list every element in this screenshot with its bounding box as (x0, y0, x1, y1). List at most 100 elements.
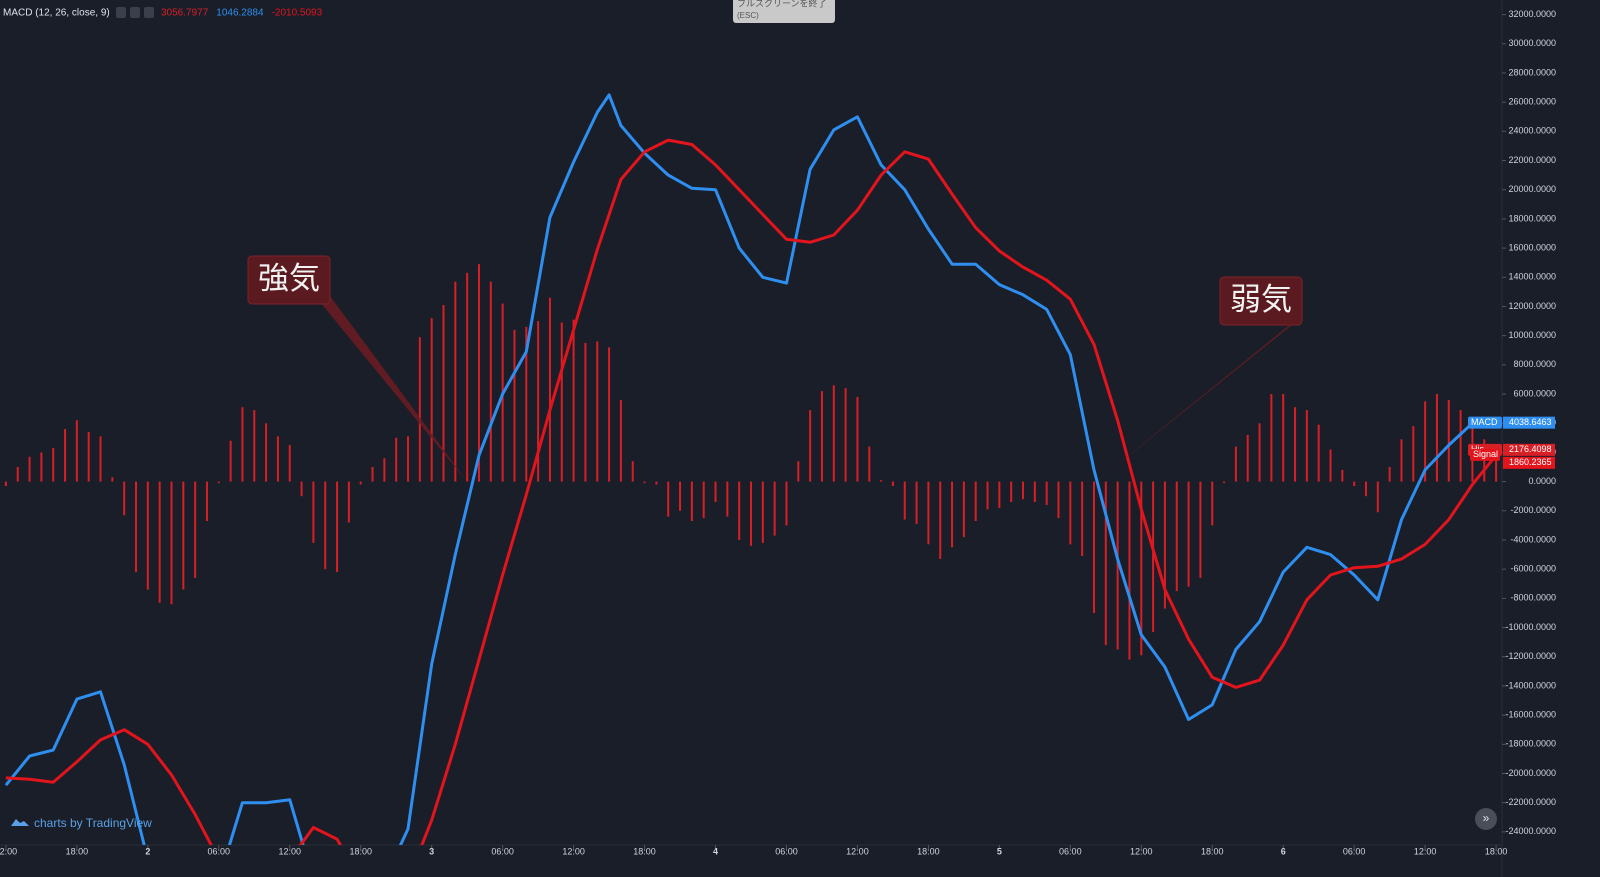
y-tick-label: -4000.0000 (1510, 534, 1556, 544)
histogram-bar (572, 319, 575, 482)
histogram-bar (300, 481, 303, 497)
y-tick-label: -12000.0000 (1505, 651, 1556, 661)
histogram-bar (1329, 449, 1332, 482)
x-tick-label: 06:00 (1343, 846, 1366, 856)
histogram-bar (276, 436, 279, 482)
histogram-bar (927, 481, 930, 545)
y-tick-label: 22000.0000 (1508, 155, 1556, 165)
x-tick-label: 18:00 (1201, 846, 1224, 856)
price-tag (1503, 443, 1555, 456)
histogram-bar (891, 481, 894, 486)
histogram-bar (1022, 481, 1025, 500)
histogram-bar (1412, 426, 1415, 482)
y-tick-label: 10000.0000 (1508, 330, 1556, 340)
histogram-bar (1400, 439, 1403, 482)
price-tag (1503, 456, 1555, 469)
histogram-bar (679, 481, 682, 511)
histogram-bar (844, 388, 847, 482)
y-tick-label: 16000.0000 (1508, 242, 1556, 252)
histogram-bar (4, 481, 7, 486)
histogram-bar (726, 481, 729, 517)
histogram-bar (1495, 449, 1498, 482)
histogram-bar (1353, 481, 1356, 486)
histogram-bar (974, 481, 977, 522)
histogram-bar (430, 318, 433, 482)
x-tick-label: 12:00 (1414, 846, 1437, 856)
histogram-bar (1116, 481, 1119, 650)
histogram-bar (1459, 410, 1462, 482)
price-tag-value: 4038.6463 (1509, 417, 1552, 427)
fullscreen-tip-text: フルスクリーンを終了 (737, 0, 827, 8)
x-tick-label: 06:00 (775, 846, 798, 856)
histogram-bar (560, 322, 563, 482)
icon-button[interactable] (116, 7, 126, 18)
series-tag (1468, 416, 1502, 429)
fullscreen-tip[interactable] (733, 0, 835, 23)
legend-value: 1046.2884 (216, 8, 264, 19)
watermark[interactable]: charts by TradingView (34, 816, 152, 830)
icon-button[interactable] (144, 7, 154, 18)
histogram-bar (324, 481, 327, 570)
logo (11, 819, 29, 826)
histogram-bar (608, 347, 611, 482)
histogram-bar (265, 423, 268, 482)
histogram-bar (690, 481, 693, 522)
legend-value: -2010.5093 (272, 8, 323, 19)
histogram-bar (1234, 446, 1237, 482)
histogram-bar (336, 481, 339, 573)
histogram-bar (761, 481, 764, 543)
x-tick-label: 18:00 (917, 846, 940, 856)
price-tag-value: 1860.2365 (1509, 457, 1552, 467)
histogram-bar (1175, 481, 1178, 592)
histogram-bar (998, 481, 1001, 508)
histogram-bar (1424, 401, 1427, 482)
x-tick-label: 6 (1281, 846, 1286, 856)
y-tick-label: 26000.0000 (1508, 97, 1556, 107)
histogram-bar (111, 477, 114, 482)
y-tick-label: -8000.0000 (1510, 593, 1556, 603)
y-tick-label: 28000.0000 (1508, 67, 1556, 77)
histogram-bar (28, 456, 31, 482)
y-tick-label: -10000.0000 (1505, 622, 1556, 632)
histogram-bar (1152, 481, 1155, 632)
x-tick-label: 18:00 (66, 846, 89, 856)
histogram-bar (64, 429, 67, 482)
histogram-bar (241, 407, 244, 482)
histogram-bar (951, 481, 954, 548)
y-tick-label: 18000.0000 (1508, 213, 1556, 223)
histogram-bar (1033, 481, 1036, 503)
histogram-bar (619, 399, 622, 482)
histogram-bar (454, 281, 457, 482)
histogram-bar (75, 420, 78, 482)
icon-button[interactable] (130, 7, 140, 18)
histogram-bar (253, 410, 256, 482)
x-tick-label: 12:00 (278, 846, 301, 856)
histogram-bar (915, 481, 918, 524)
histogram-bar (1163, 481, 1166, 609)
histogram-bar (158, 481, 161, 603)
callout-box (1219, 276, 1303, 326)
y-tick-label: -18000.0000 (1505, 739, 1556, 749)
histogram-bar (347, 481, 350, 523)
histogram-bar (16, 467, 19, 482)
histogram-bar (1223, 481, 1226, 484)
callout-text: 強気 (258, 261, 320, 296)
scroll-button[interactable] (1475, 808, 1497, 830)
histogram-bar (217, 481, 220, 484)
histogram-bar (1057, 481, 1060, 519)
x-tick-label: 4 (713, 846, 718, 856)
histogram-bar (939, 481, 942, 559)
y-tick-label: -6000.0000 (1510, 564, 1556, 574)
histogram-bar (584, 342, 587, 482)
histogram-bar (868, 446, 871, 482)
legend-value: 3056.7977 (161, 8, 209, 19)
y-tick-label: 6000.0000 (1513, 388, 1556, 398)
histogram-bar (371, 467, 374, 482)
histogram-bar (1128, 481, 1131, 660)
histogram-bar (312, 481, 315, 543)
histogram-bar (750, 481, 752, 546)
histogram-bar (1388, 467, 1391, 482)
histogram-bar (525, 326, 528, 482)
callout-text: 弱気 (1230, 282, 1292, 317)
